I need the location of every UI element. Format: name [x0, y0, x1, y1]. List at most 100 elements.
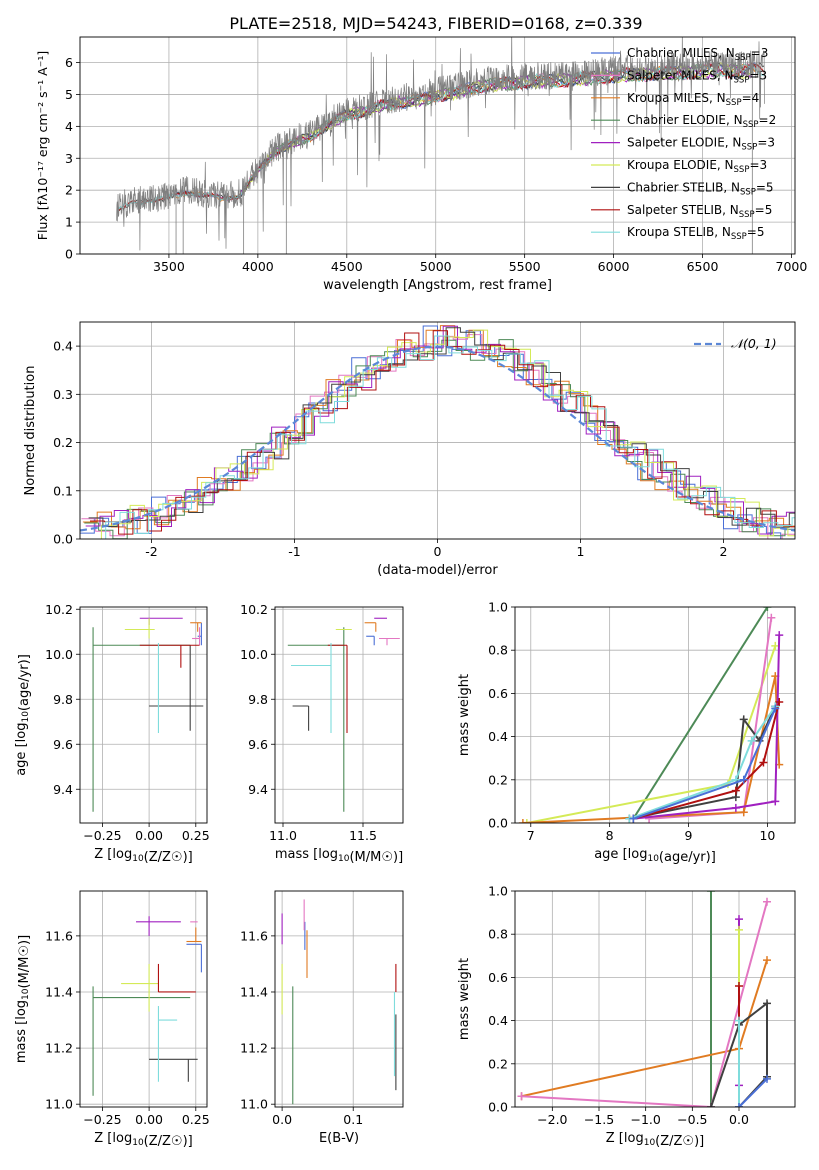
grid	[515, 606, 795, 824]
point-marker	[522, 819, 531, 823]
point-marker	[775, 698, 784, 707]
x-tick-label: 0.25	[182, 828, 210, 843]
point-marker	[707, 891, 715, 895]
x-tick-label: 3500	[153, 259, 185, 274]
x-tick-label: −0.25	[83, 828, 121, 843]
x-tick-label: −1.5	[584, 1112, 614, 1127]
point-marker	[771, 797, 780, 806]
y-tick-label: 11.6	[240, 928, 268, 943]
errorbar-kroupa_stelib	[157, 1006, 178, 1082]
series-chabrier_miles	[738, 1078, 768, 1107]
point-marker	[739, 715, 748, 724]
hist-salpeter_elodie	[85, 325, 795, 535]
x-tick-label: −0.25	[83, 1112, 121, 1127]
grid	[275, 891, 403, 1107]
y-tick-label: 11.4	[45, 984, 73, 999]
panel-mass_vs_age: 11.0 11.5 9.4 9.6 9.8 10.0 10.2 mass [log10(M/M…	[240, 602, 404, 865]
errorbar-kroupa_stelib	[291, 643, 332, 733]
x-tick-label: 0.0	[272, 1112, 292, 1127]
y-tick-label: 11.4	[240, 984, 268, 999]
errorbar-kroupa_miles	[364, 622, 377, 632]
y-tick-label: 1	[65, 215, 73, 230]
legend-label-salpeter_miles: Salpeter MILES, NSSP=3	[627, 68, 767, 85]
y-tick-label: 1.0	[488, 884, 508, 899]
y-tick-label: 11.0	[240, 1097, 268, 1112]
plot-area	[92, 916, 202, 1096]
y-axis-label: Normed distribution	[23, 366, 38, 496]
point-marker	[518, 819, 527, 823]
errorbar-salpeter_stelib	[139, 644, 200, 668]
legend-label-kroupa_stelib: Kroupa STELIB, NSSP=5	[627, 225, 765, 242]
point-marker	[517, 1092, 526, 1101]
panel-residuals: -2 -1 0 1 2 0.0 0.1 0.2 0.3 0.4 (data-model)/error…	[23, 321, 796, 578]
y-tick-label: 5	[65, 87, 73, 102]
axes-frame	[79, 321, 796, 540]
x-tick-label: 6000	[598, 259, 630, 274]
x-tick-label: 4500	[331, 259, 363, 274]
x-tick-label: 11.0	[269, 828, 297, 843]
y-tick-label: 11.2	[240, 1041, 268, 1056]
y-tick-label: 0.4	[488, 729, 508, 744]
legend-label-salpeter_stelib: Salpeter STELIB, NSSP=5	[627, 203, 772, 220]
axes-frame	[274, 606, 404, 824]
point-marker	[707, 1103, 715, 1107]
errorbar-chabrier_stelib	[149, 1058, 198, 1082]
legend-label-normal: 𝒩(0, 1)	[731, 336, 777, 351]
x-tick-label: -1	[288, 544, 300, 559]
legend-label-chabrier_miles: Chabrier MILES, NSSP=3	[627, 46, 768, 63]
y-tick-label: 1.0	[488, 600, 508, 615]
point-marker	[735, 915, 743, 924]
errorbar-chabrier_elodie	[287, 627, 345, 812]
y-tick-label: 11.0	[45, 1097, 73, 1112]
series-chabrier_elodie	[632, 607, 769, 820]
errorbar-salpeter_elodie	[136, 916, 181, 936]
plot-area	[287, 617, 400, 812]
point-marker	[739, 775, 748, 784]
panel-z_vs_mass: −0.25 0.00 0.25 11.0 11.2 11.4 11.6 Z [log10(Z/…	[14, 890, 210, 1149]
legend-label-kroupa_elodie: Kroupa ELODIE, NSSP=3	[627, 158, 767, 175]
x-tick-label: 0.0	[729, 1112, 749, 1127]
hist-salpeter_miles	[81, 334, 795, 539]
errorbar-kroupa_elodie	[124, 618, 155, 639]
y-tick-label: 0.0	[488, 1100, 508, 1115]
errorbar-chabrier_elodie	[92, 986, 191, 1096]
x-tick-label: 6500	[687, 259, 719, 274]
hist-kroupa_stelib	[91, 335, 795, 539]
x-tick-label: 11.5	[349, 828, 377, 843]
errorbar-chabrier_miles	[366, 635, 375, 646]
series-kroupa_miles	[521, 959, 768, 1098]
x-tick-label: 7	[527, 828, 535, 843]
x-tick-label: 0.00	[135, 828, 163, 843]
panel-spectrum: 3500 4000 4500 5000 5500 6000 6500 7000 0 1 2 3 4 5 6 w…	[35, 36, 807, 293]
y-tick-label: 2	[65, 183, 73, 198]
axes-frame	[79, 890, 208, 1108]
point-marker	[759, 758, 768, 767]
y-tick-label: 9.8	[53, 692, 73, 707]
y-tick-label: 10.2	[240, 602, 268, 617]
plot-area	[517, 891, 771, 1107]
point-marker	[763, 999, 771, 1008]
panel-age_mass_weight: 7 8 9 10 0.0 0.2 0.4 0.6 0.8 1.0 age [log10(age/yr…	[457, 600, 796, 865]
x-axis-label: Z [log10(Z/Z☉)]	[94, 1131, 192, 1149]
grid	[275, 607, 403, 823]
point-marker	[747, 736, 756, 745]
x-axis-label: age [log10(age/yr)]	[594, 847, 716, 865]
x-axis-label: E(B-V)	[319, 1131, 359, 1146]
y-tick-label: 11.2	[45, 1041, 73, 1056]
panel-z_mass_weight: −2.0 −1.5 −1.0 −0.5 0.0 0.0 0.2 0.4 0.6 0.8 1.0 Z […	[457, 884, 796, 1149]
panel-z_vs_age: −0.25 0.00 0.25 9.4 9.6 9.8 10.0 10.2 Z [log10(Z…	[14, 602, 210, 865]
errorbar-chabrier_stelib	[149, 645, 204, 731]
errorbar-salpeter_stelib	[157, 963, 196, 993]
y-tick-label: 3	[65, 151, 73, 166]
y-tick-label: 9.4	[248, 782, 268, 797]
hist-salpeter_stelib	[90, 330, 795, 535]
grid	[80, 607, 207, 823]
point-marker	[735, 1103, 743, 1107]
errorbar-chabrier_elodie	[92, 627, 191, 812]
x-tick-label: -2	[145, 544, 157, 559]
y-axis-label: mass weight	[457, 958, 472, 1040]
legend: Chabrier MILES, NSSP=3 Salpeter MILES, NS…	[591, 46, 776, 242]
point-marker	[775, 631, 784, 640]
plot-area	[281, 899, 397, 1105]
x-tick-label: 9	[685, 828, 693, 843]
